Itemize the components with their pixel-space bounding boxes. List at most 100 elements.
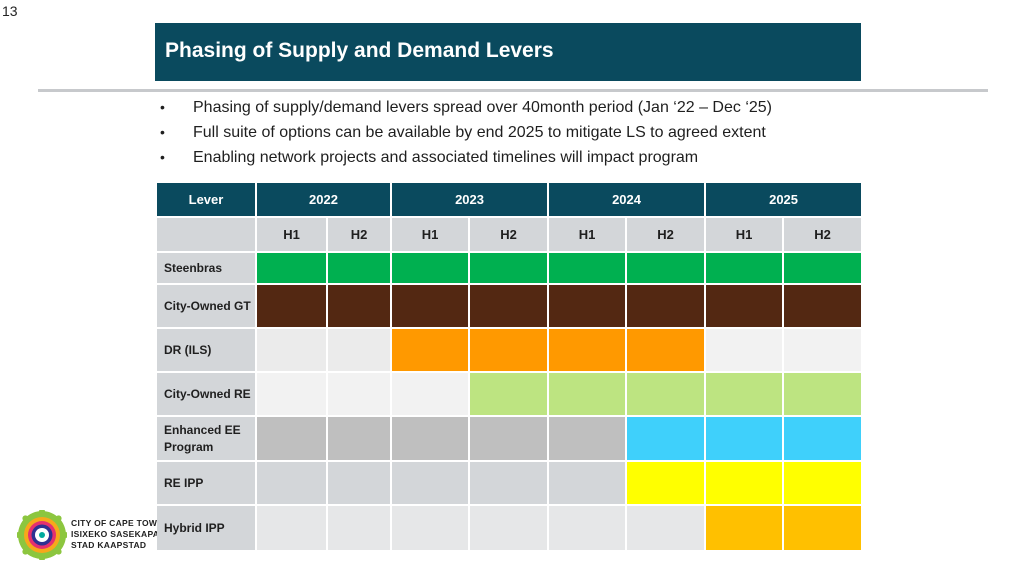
bullet-text: Phasing of supply/demand levers spread o… bbox=[193, 99, 772, 116]
phase-cell bbox=[325, 327, 393, 373]
bullet-text: Full suite of options can be available b… bbox=[193, 124, 766, 141]
phase-cell bbox=[547, 504, 628, 552]
half-header: H1 bbox=[390, 216, 471, 253]
phase-cell bbox=[255, 460, 328, 506]
lever-label: City-Owned RE bbox=[155, 371, 257, 417]
phase-cell bbox=[390, 283, 471, 329]
blank-header-cell bbox=[155, 216, 257, 253]
phase-cell bbox=[704, 283, 785, 329]
table-row: DR (ILS) bbox=[155, 327, 864, 373]
phase-cell bbox=[390, 251, 471, 285]
table-row: Steenbras bbox=[155, 251, 864, 285]
phase-cell bbox=[625, 371, 707, 417]
phase-cell bbox=[255, 251, 328, 285]
phase-cell bbox=[704, 460, 785, 506]
logo-line: STAD KAAPSTAD bbox=[71, 540, 147, 550]
lever-label: RE IPP bbox=[155, 460, 257, 506]
lever-label: DR (ILS) bbox=[155, 327, 257, 373]
phase-cell bbox=[390, 327, 471, 373]
year-header-2024: 2024 bbox=[547, 181, 707, 218]
phase-cell bbox=[325, 371, 393, 417]
phase-cell bbox=[625, 460, 707, 506]
half-header: H2 bbox=[325, 216, 393, 253]
phase-cell bbox=[625, 283, 707, 329]
logo-line: ISIXEKO SASEKAPA bbox=[71, 529, 157, 539]
phase-cell bbox=[547, 251, 628, 285]
table-row: City-Owned GT bbox=[155, 283, 864, 329]
phase-cell bbox=[782, 327, 864, 373]
phase-cell bbox=[390, 504, 471, 552]
year-header-row: Lever 2022 2023 2024 2025 bbox=[155, 181, 864, 218]
half-header-row: H1 H2 H1 H2 H1 H2 H1 H2 bbox=[155, 216, 864, 253]
phase-cell bbox=[468, 327, 550, 373]
bullet-item: • Enabling network projects and associat… bbox=[160, 145, 880, 170]
phase-cell bbox=[782, 371, 864, 417]
phase-cell bbox=[704, 504, 785, 552]
phase-cell bbox=[325, 460, 393, 506]
logo-line: CITY OF CAPE TOWN bbox=[71, 518, 157, 528]
phase-cell bbox=[704, 327, 785, 373]
phase-cell bbox=[625, 251, 707, 285]
half-header: H1 bbox=[255, 216, 328, 253]
phase-cell bbox=[547, 415, 628, 462]
phase-cell bbox=[255, 504, 328, 552]
slide-number: 13 bbox=[2, 3, 18, 19]
table-row: Enhanced EE Program bbox=[155, 415, 864, 462]
lever-rows: Steenbras City-Owned GT DR (ILS) City-Owned… bbox=[155, 251, 864, 552]
phase-cell bbox=[255, 327, 328, 373]
phase-cell bbox=[468, 251, 550, 285]
phase-cell bbox=[704, 415, 785, 462]
lever-label: Hybrid IPP bbox=[155, 504, 257, 552]
table-row: RE IPP bbox=[155, 460, 864, 506]
phase-cell bbox=[325, 251, 393, 285]
phase-cell bbox=[468, 371, 550, 417]
year-header-2022: 2022 bbox=[254, 181, 393, 218]
phase-cell bbox=[255, 415, 328, 462]
half-header: H1 bbox=[704, 216, 785, 253]
title-bar: Phasing of Supply and Demand Levers bbox=[155, 23, 861, 81]
phasing-table: Lever 2022 2023 2024 2025 H1 H2 H1 H2 H1… bbox=[155, 181, 864, 552]
phase-cell bbox=[625, 504, 707, 552]
phase-cell bbox=[625, 327, 707, 373]
bullet-item: • Full suite of options can be available… bbox=[160, 120, 880, 145]
table-row: City-Owned RE bbox=[155, 371, 864, 417]
phase-cell bbox=[325, 283, 393, 329]
half-header: H2 bbox=[468, 216, 550, 253]
divider bbox=[38, 89, 988, 92]
bullet-item: • Phasing of supply/demand levers spread… bbox=[160, 95, 880, 120]
phase-cell bbox=[547, 371, 628, 417]
year-header-2023: 2023 bbox=[390, 181, 550, 218]
phase-cell bbox=[390, 460, 471, 506]
phase-cell bbox=[468, 460, 550, 506]
phase-cell bbox=[547, 327, 628, 373]
half-header: H1 bbox=[547, 216, 628, 253]
phase-cell bbox=[704, 371, 785, 417]
phase-cell bbox=[782, 283, 864, 329]
table-row: Hybrid IPP bbox=[155, 504, 864, 552]
phase-cell bbox=[468, 415, 550, 462]
bullet-dot-icon: • bbox=[160, 124, 165, 140]
year-header-2025: 2025 bbox=[704, 181, 864, 218]
phase-cell bbox=[704, 251, 785, 285]
lever-label: City-Owned GT bbox=[155, 283, 257, 329]
city-logo-text: CITY OF CAPE TOWN ISIXEKO SASEKAPA STAD … bbox=[71, 518, 157, 551]
bullet-text: Enabling network projects and associated… bbox=[193, 149, 699, 166]
phase-cell bbox=[390, 371, 471, 417]
phase-cell bbox=[468, 283, 550, 329]
phase-cell bbox=[547, 283, 628, 329]
page-title: Phasing of Supply and Demand Levers bbox=[165, 39, 554, 62]
bullet-dot-icon: • bbox=[160, 149, 165, 165]
bullet-list: • Phasing of supply/demand levers spread… bbox=[160, 95, 880, 170]
phase-cell bbox=[547, 460, 628, 506]
half-header: H2 bbox=[625, 216, 707, 253]
phase-cell bbox=[782, 504, 864, 552]
phase-cell bbox=[255, 371, 328, 417]
lever-label: Enhanced EE Program bbox=[155, 415, 257, 462]
phase-cell bbox=[255, 283, 328, 329]
bullet-dot-icon: • bbox=[160, 99, 165, 115]
phase-cell bbox=[390, 415, 471, 462]
city-seal-icon bbox=[17, 510, 67, 560]
phase-cell bbox=[325, 415, 393, 462]
phase-cell bbox=[782, 415, 864, 462]
phase-cell bbox=[325, 504, 393, 552]
